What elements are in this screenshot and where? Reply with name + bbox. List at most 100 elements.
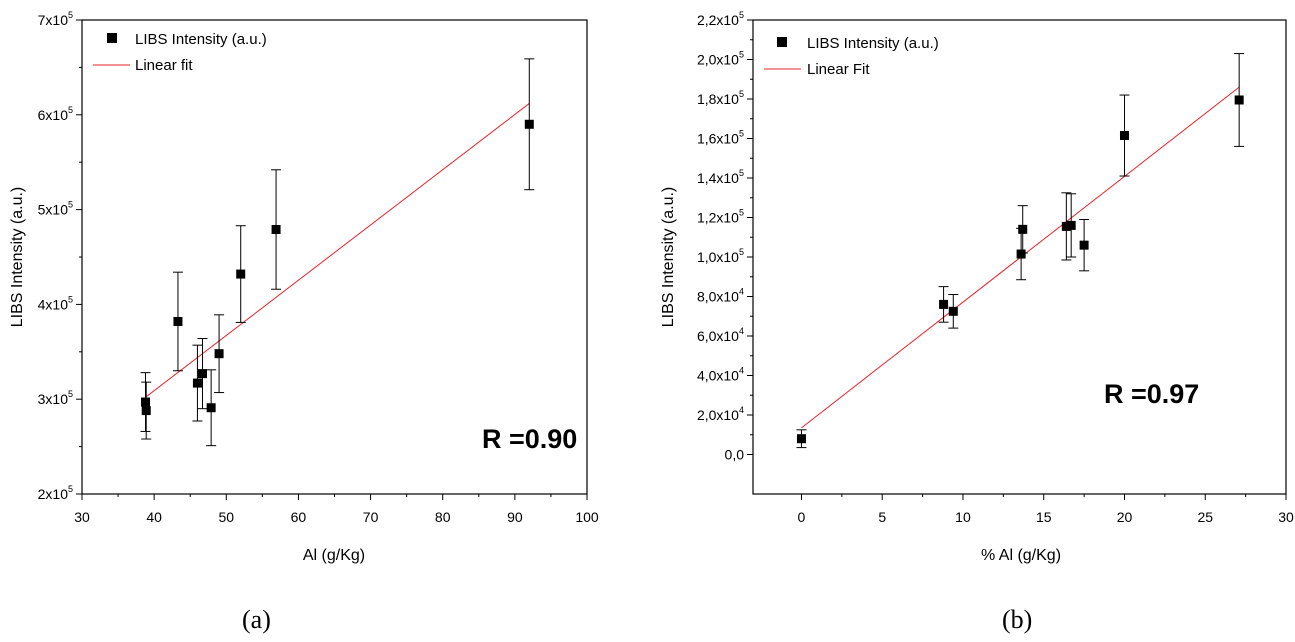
linear-fit-line bbox=[145, 103, 530, 398]
legend: LIBS Intensity (a.u.) Linear Fit bbox=[764, 35, 939, 78]
data-point bbox=[948, 306, 958, 316]
x-tick-label: 60 bbox=[291, 509, 307, 525]
y-tick-label: 0,0 bbox=[725, 447, 745, 463]
y-tick-label: 1,8x105 bbox=[697, 89, 744, 107]
data-point bbox=[271, 225, 281, 235]
x-tick-label: 10 bbox=[955, 509, 971, 525]
data-point bbox=[1061, 221, 1071, 231]
data-point bbox=[524, 119, 534, 129]
data-point bbox=[1018, 224, 1028, 234]
chart-panel-a: 30 40 50 60 70 80 90 100 2x105 3x105 4x105 5x105 6x… bbox=[9, 10, 599, 634]
data-point-group bbox=[271, 169, 282, 290]
x-tick-label: 25 bbox=[1197, 509, 1213, 525]
data-point bbox=[173, 316, 183, 326]
y-tick-label: 1,4x105 bbox=[697, 168, 744, 186]
correlation-label: R =0.90 bbox=[482, 424, 577, 454]
y-tick-label: 1,0x105 bbox=[697, 247, 744, 265]
y-tick-label: 3x105 bbox=[38, 389, 73, 407]
data-point-group bbox=[214, 314, 225, 394]
legend-label: Linear fit bbox=[135, 57, 193, 74]
chart-panel-b: 0 5 10 15 20 25 30 0,0 2,0x104 4,0x104 6,0x104 8,0… bbox=[660, 10, 1294, 634]
y-axis-ticks: 0,0 2,0x104 4,0x104 6,0x104 8,0x104 1,0x105 1,… bbox=[697, 10, 753, 463]
data-point-group bbox=[192, 344, 203, 422]
data-point bbox=[197, 369, 207, 379]
x-tick-label: 15 bbox=[1036, 509, 1052, 525]
data-point-group bbox=[140, 372, 151, 432]
y-tick-label: 1,2x105 bbox=[697, 208, 744, 226]
data-point-group bbox=[197, 338, 208, 410]
x-tick-label: 90 bbox=[507, 509, 523, 525]
y-axis-ticks: 2x105 3x105 4x105 5x105 6x105 7x105 bbox=[38, 10, 82, 502]
panel-caption: (a) bbox=[242, 605, 271, 634]
data-point-group bbox=[938, 286, 949, 323]
data-point bbox=[1066, 220, 1076, 230]
data-point-group bbox=[948, 294, 959, 329]
data-point bbox=[192, 378, 202, 388]
x-axis-ticks: 30 40 50 60 70 80 90 100 bbox=[74, 494, 599, 525]
data-points-layer bbox=[796, 53, 1245, 449]
y-tick-label: 7x105 bbox=[38, 10, 73, 28]
data-point-group bbox=[206, 369, 217, 447]
data-point bbox=[141, 406, 151, 416]
x-tick-label: 30 bbox=[74, 509, 90, 525]
y-tick-label: 6x105 bbox=[38, 105, 73, 123]
data-point bbox=[1079, 240, 1089, 250]
data-point-group bbox=[141, 381, 152, 440]
data-point-group bbox=[172, 271, 183, 372]
legend-label: Linear Fit bbox=[807, 61, 870, 78]
data-point bbox=[140, 397, 150, 407]
x-tick-label: 0 bbox=[798, 509, 806, 525]
y-axis-label: LIBS Intensity (a.u.) bbox=[9, 187, 26, 328]
data-point-group bbox=[524, 58, 535, 191]
y-tick-label: 1,6x105 bbox=[697, 129, 744, 147]
y-tick-label: 2,2x105 bbox=[697, 10, 744, 28]
x-tick-label: 20 bbox=[1117, 509, 1133, 525]
data-point-group bbox=[1017, 205, 1028, 254]
y-tick-label: 5x105 bbox=[38, 200, 73, 218]
x-tick-label: 40 bbox=[146, 509, 162, 525]
data-point-group bbox=[1016, 227, 1027, 281]
panel-caption: (b) bbox=[1002, 605, 1032, 634]
data-point-group bbox=[1234, 53, 1245, 147]
y-tick-label: 4,0x104 bbox=[697, 366, 744, 384]
legend-label: LIBS Intensity (a.u.) bbox=[807, 35, 939, 52]
x-axis-label: % Al (g/Kg) bbox=[981, 547, 1061, 564]
correlation-label: R =0.97 bbox=[1104, 379, 1199, 409]
x-tick-label: 100 bbox=[575, 509, 599, 525]
y-tick-label: 8,0x104 bbox=[697, 287, 744, 305]
y-axis-label: LIBS Intensity (a.u.) bbox=[660, 187, 677, 328]
data-point-group bbox=[235, 225, 246, 323]
x-axis-ticks: 0 5 10 15 20 25 30 bbox=[798, 494, 1294, 525]
x-tick-label: 5 bbox=[878, 509, 886, 525]
data-point-group bbox=[1066, 193, 1077, 258]
data-point bbox=[214, 349, 224, 359]
data-point-group bbox=[1061, 192, 1072, 261]
y-tick-label: 2,0x105 bbox=[697, 50, 744, 68]
data-point bbox=[1234, 95, 1244, 105]
x-axis-label: Al (g/Kg) bbox=[303, 547, 365, 564]
fit-line-layer bbox=[145, 103, 530, 398]
legend-label: LIBS Intensity (a.u.) bbox=[135, 31, 267, 48]
data-point-group bbox=[1119, 94, 1130, 177]
y-tick-label: 2,0x104 bbox=[697, 405, 744, 423]
legend-marker bbox=[107, 33, 117, 43]
legend: LIBS Intensity (a.u.) Linear fit bbox=[93, 31, 267, 74]
plot-frame bbox=[81, 19, 588, 495]
y-tick-label: 6,0x104 bbox=[697, 326, 744, 344]
x-tick-label: 50 bbox=[218, 509, 234, 525]
legend-marker bbox=[777, 37, 787, 47]
data-point bbox=[236, 269, 246, 279]
data-point-group bbox=[1079, 218, 1090, 272]
data-point bbox=[796, 434, 806, 444]
x-tick-label: 80 bbox=[435, 509, 451, 525]
data-point bbox=[1119, 131, 1129, 141]
y-tick-label: 2x105 bbox=[38, 484, 73, 502]
data-point bbox=[206, 403, 216, 413]
y-tick-label: 4x105 bbox=[38, 294, 73, 312]
x-tick-label: 70 bbox=[363, 509, 379, 525]
data-points-layer bbox=[140, 58, 535, 447]
data-point bbox=[939, 299, 949, 309]
x-tick-label: 30 bbox=[1278, 509, 1294, 525]
data-point bbox=[1016, 249, 1026, 259]
